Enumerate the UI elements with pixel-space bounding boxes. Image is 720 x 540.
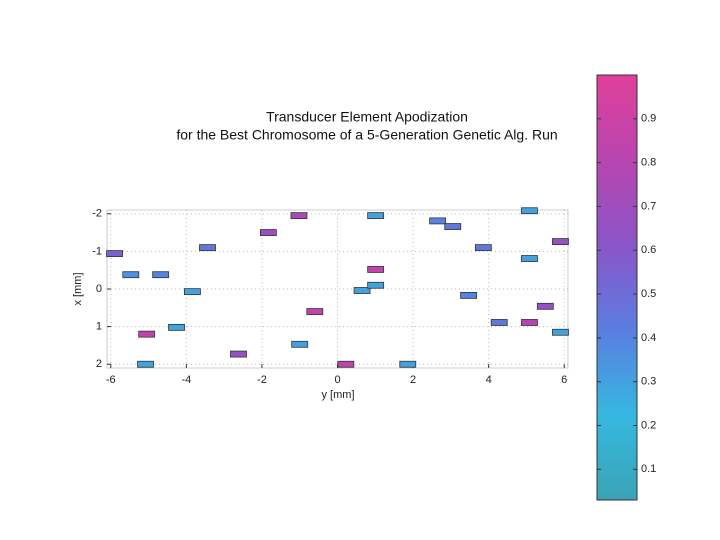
element [429,217,447,225]
element [552,238,569,246]
colorbar-tick-label: 0.9 [641,113,656,125]
element [122,271,140,279]
colorbar-tick-label: 0.7 [641,200,656,212]
x-tick-label: 0 [334,374,340,386]
chart-title: Transducer Element Apodization [266,109,468,125]
x-tick-label: -4 [181,374,191,386]
element [521,207,538,215]
colorbar [596,74,638,501]
colorbar-tick-label: 0.3 [641,376,656,388]
x-tick-label: -2 [257,374,267,386]
x-tick-label: 6 [561,374,567,386]
x-tick-label: -6 [106,374,116,386]
x-tick-label: 2 [410,374,416,386]
element [353,287,371,294]
element [367,281,385,289]
plot-area [106,209,569,369]
element [230,350,247,358]
y-axis-label: x [mm] [72,273,84,306]
element [168,323,185,331]
element [367,212,385,220]
element [183,288,201,296]
colorbar-tick-label: 0.2 [641,419,656,431]
x-axis-label: y [mm] [322,389,355,401]
element [152,271,170,279]
colorbar-tick-label: 0.1 [641,463,656,475]
y-tick-label: -1 [92,245,102,257]
y-tick-label: 1 [96,321,102,333]
y-tick-label: 2 [96,358,102,370]
x-tick-label: 4 [486,374,492,386]
element [199,244,216,252]
element [337,360,355,368]
element [291,340,309,348]
element [259,229,277,236]
element [306,308,324,315]
colorbar-tick-label: 0.6 [641,244,656,256]
colorbar-tick-label: 0.5 [641,288,656,300]
element [290,212,308,220]
colorbar-tick-label: 0.8 [641,157,656,169]
element [490,319,508,326]
y-tick-label: -2 [92,208,102,220]
chart-title: for the Best Chromosome of a 5-Generatio… [176,127,557,143]
element [106,250,123,258]
element [138,330,156,338]
element [552,328,569,336]
element [474,244,492,252]
element [521,255,538,262]
element [399,360,417,368]
element [536,302,554,310]
element [137,360,154,368]
element [460,291,478,299]
element [367,266,385,273]
element [444,223,462,230]
colorbar-tick-label: 0.4 [641,332,656,344]
y-tick-label: 0 [96,283,102,295]
element [521,319,538,326]
